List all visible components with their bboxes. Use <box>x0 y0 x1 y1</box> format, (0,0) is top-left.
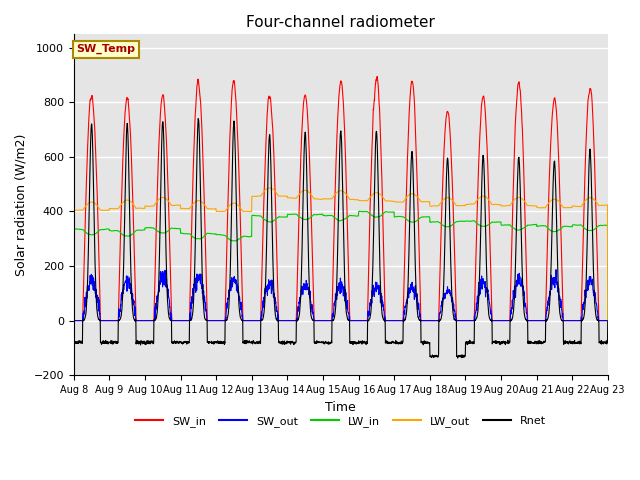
Legend: SW_in, SW_out, LW_in, LW_out, Rnet: SW_in, SW_out, LW_in, LW_out, Rnet <box>131 411 551 431</box>
LW_in <box>70 226 77 232</box>
SW_in <box>219 318 227 324</box>
LW_out <box>604 318 612 324</box>
LW_in <box>368 212 376 218</box>
Rnet <box>604 318 612 324</box>
Text: SW_Temp: SW_Temp <box>76 44 136 54</box>
SW_out <box>572 318 579 324</box>
LW_out <box>70 207 77 213</box>
Rnet <box>219 340 227 346</box>
SW_in <box>368 158 376 164</box>
SW_in <box>70 318 77 324</box>
LW_out <box>356 198 364 204</box>
SW_out <box>368 297 376 303</box>
LW_in <box>572 222 579 228</box>
SW_out <box>219 318 227 324</box>
LW_out <box>572 204 579 209</box>
LW_out <box>557 201 564 207</box>
SW_out <box>496 318 504 324</box>
Rnet <box>497 342 504 348</box>
SW_in <box>496 318 504 324</box>
Title: Four-channel radiometer: Four-channel radiometer <box>246 15 435 30</box>
LW_in <box>557 226 564 232</box>
Line: SW_in: SW_in <box>74 76 608 321</box>
SW_out <box>552 267 560 273</box>
Rnet <box>356 339 364 345</box>
LW_out <box>368 192 376 198</box>
Line: Rnet: Rnet <box>74 119 608 358</box>
LW_in <box>496 219 504 225</box>
LW_out <box>266 185 273 191</box>
Rnet <box>572 340 580 346</box>
Rnet <box>454 355 461 361</box>
SW_in <box>373 73 381 79</box>
Line: LW_in: LW_in <box>74 211 608 321</box>
Y-axis label: Solar radiation (W/m2): Solar radiation (W/m2) <box>15 133 28 276</box>
LW_in <box>604 318 612 324</box>
Line: SW_out: SW_out <box>74 270 608 321</box>
Rnet <box>195 116 202 121</box>
Rnet <box>557 316 565 322</box>
SW_out <box>70 318 77 324</box>
LW_in <box>356 208 364 214</box>
X-axis label: Time: Time <box>325 400 356 413</box>
Line: LW_out: LW_out <box>74 188 608 321</box>
LW_out <box>496 202 504 208</box>
SW_out <box>557 296 564 302</box>
SW_out <box>356 318 364 324</box>
SW_in <box>557 223 564 228</box>
SW_in <box>604 318 612 324</box>
SW_in <box>572 318 579 324</box>
Rnet <box>70 339 77 345</box>
Rnet <box>368 295 376 300</box>
SW_in <box>356 318 364 324</box>
SW_out <box>604 318 612 324</box>
LW_in <box>356 208 364 214</box>
LW_out <box>219 208 227 214</box>
LW_in <box>219 232 227 238</box>
